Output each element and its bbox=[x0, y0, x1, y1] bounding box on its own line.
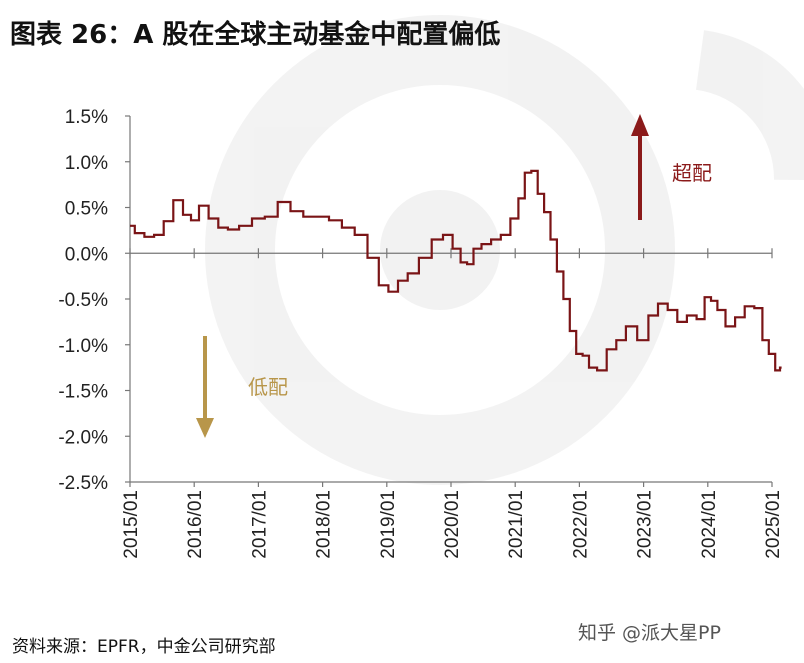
x-tick-label: 2016/01 bbox=[185, 490, 206, 559]
x-tick-label: 2020/01 bbox=[442, 490, 463, 559]
x-tick-label: 2024/01 bbox=[699, 490, 720, 559]
background-logo-icon bbox=[205, 15, 804, 485]
axes bbox=[125, 115, 773, 487]
x-tick-label: 2021/01 bbox=[506, 490, 527, 559]
x-tick-label: 2025/01 bbox=[763, 490, 784, 559]
x-tick-label: 2017/01 bbox=[249, 490, 270, 559]
y-tick-label: -0.5% bbox=[58, 290, 108, 311]
y-tick-label: 0.0% bbox=[65, 244, 108, 265]
x-tick-label: 2023/01 bbox=[635, 490, 656, 559]
page-title: 图表 26：A 股在全球主动基金中配置偏低 bbox=[10, 20, 501, 50]
y-tick-label: -1.0% bbox=[58, 336, 108, 357]
y-tick-labels: 1.5% 1.0% 0.5% 0.0% -0.5% -1.0% -1.5% -2.0% -2.5… bbox=[58, 107, 108, 494]
watermark-text: 知乎 @派大星PP bbox=[578, 622, 721, 644]
underweight-arrow-icon bbox=[196, 336, 214, 438]
x-tick-label: 2018/01 bbox=[314, 490, 335, 559]
y-tick-label: -2.5% bbox=[58, 473, 108, 494]
overweight-arrow-icon bbox=[631, 114, 649, 220]
underweight-label: 低配 bbox=[248, 375, 288, 399]
y-tick-label: 1.5% bbox=[65, 107, 108, 128]
y-tick-label: -1.5% bbox=[58, 382, 108, 403]
overweight-label: 超配 bbox=[672, 161, 712, 185]
series-line bbox=[130, 169, 782, 372]
y-tick-label: 0.5% bbox=[65, 199, 108, 220]
y-tick-label: 1.0% bbox=[65, 153, 108, 174]
x-tick-label: 2019/01 bbox=[378, 490, 399, 559]
x-tick-label: 2015/01 bbox=[121, 490, 142, 559]
source-note: 资料来源：EPFR，中金公司研究部 bbox=[12, 637, 276, 657]
x-tick-labels: 2015/01 2016/01 2017/01 2018/01 2019/01 2020/… bbox=[121, 490, 784, 559]
x-tick-label: 2022/01 bbox=[570, 490, 591, 559]
y-tick-label: -2.0% bbox=[58, 427, 108, 448]
